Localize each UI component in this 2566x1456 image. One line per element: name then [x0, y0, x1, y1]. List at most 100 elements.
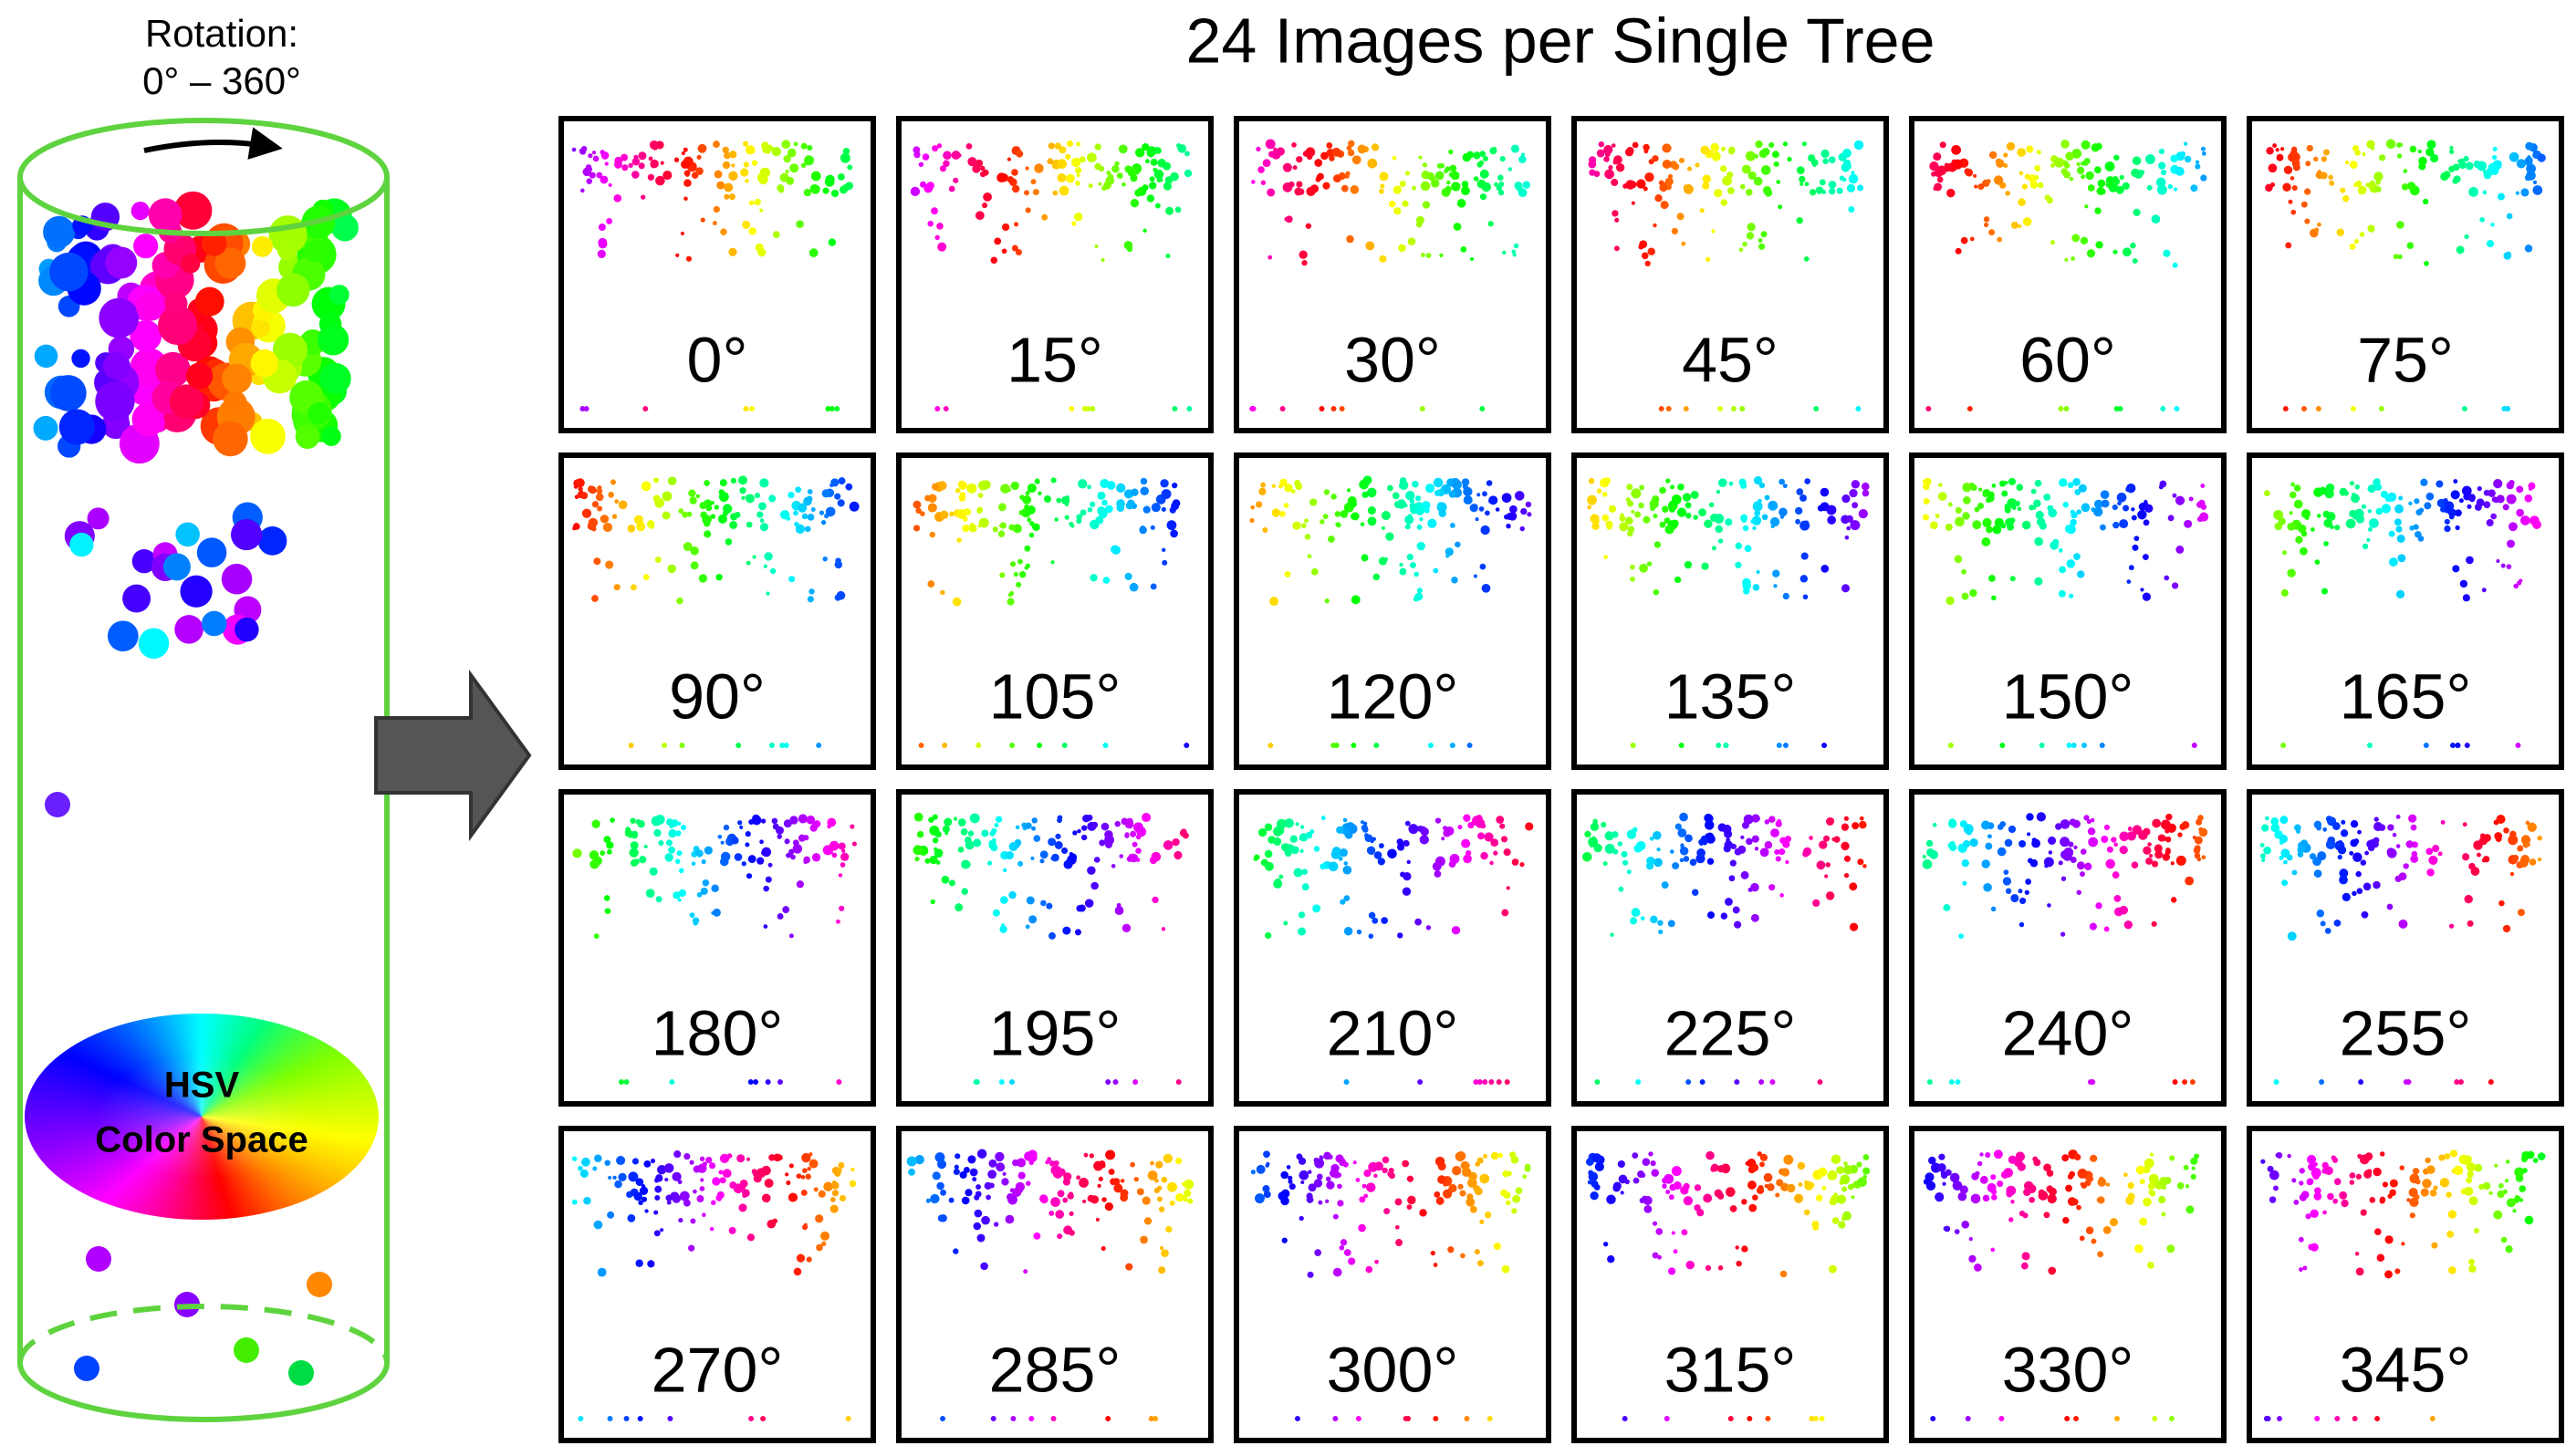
point — [581, 1157, 590, 1167]
point — [1587, 504, 1592, 510]
point — [1479, 1173, 1490, 1184]
point — [1380, 183, 1385, 189]
point — [977, 493, 984, 498]
point — [2147, 1182, 2155, 1191]
point — [788, 848, 795, 855]
point — [1596, 488, 1602, 494]
point — [1642, 1158, 1651, 1167]
point — [1935, 514, 1940, 518]
point — [196, 537, 227, 567]
point — [2369, 1196, 2376, 1203]
point — [2446, 1191, 2452, 1198]
point — [1097, 506, 1106, 515]
point — [949, 511, 954, 517]
point — [2496, 559, 2500, 564]
point — [2069, 176, 2074, 182]
point — [1079, 156, 1086, 163]
point — [1955, 1079, 1961, 1086]
point — [1991, 595, 1997, 601]
point — [1862, 1154, 1870, 1160]
point — [1720, 146, 1726, 151]
point — [653, 1230, 661, 1237]
point — [588, 167, 593, 172]
point — [1419, 516, 1424, 522]
point — [1041, 213, 1048, 221]
point — [2112, 249, 2118, 255]
point — [1500, 836, 1508, 843]
point — [811, 822, 819, 830]
point — [2527, 822, 2537, 832]
point — [2320, 920, 2326, 927]
point — [2146, 184, 2153, 191]
panel-grid: 0° 15° 30° 45° 60° 75°90° 105° 120° 135° 150° 165°… — [558, 116, 2564, 1443]
point — [996, 172, 1007, 182]
point — [1494, 182, 1499, 187]
point — [1497, 174, 1504, 182]
point — [1136, 1188, 1144, 1196]
point — [2354, 150, 2361, 156]
point — [1937, 492, 1947, 501]
point — [1626, 829, 1637, 839]
point — [1447, 1246, 1455, 1253]
point — [2175, 151, 2185, 161]
point — [2275, 148, 2279, 152]
angle-label: 0° — [687, 324, 748, 395]
point — [2048, 850, 2053, 855]
point — [1612, 143, 1616, 148]
point — [1399, 181, 1406, 188]
point — [2466, 1177, 2472, 1184]
point — [1800, 552, 1809, 560]
point — [2349, 161, 2358, 169]
point — [1397, 932, 1403, 939]
point — [840, 852, 850, 861]
point — [944, 817, 953, 827]
point — [1069, 1211, 1074, 1216]
point — [608, 182, 612, 188]
point — [2113, 895, 2122, 902]
point — [1262, 159, 1271, 168]
point — [1427, 743, 1434, 749]
point — [1725, 518, 1733, 526]
point — [2528, 486, 2533, 491]
point — [1682, 493, 1692, 502]
point — [2490, 223, 2495, 227]
point — [2537, 153, 2546, 162]
point — [673, 1150, 682, 1159]
point — [1622, 859, 1629, 866]
point — [1768, 816, 1776, 823]
point — [1825, 862, 1831, 868]
point — [1081, 834, 1088, 841]
point — [643, 1160, 652, 1168]
point — [981, 1215, 990, 1225]
point — [2269, 1196, 2277, 1203]
point — [705, 504, 713, 512]
point — [1448, 149, 1454, 155]
point — [1106, 171, 1111, 176]
point — [2078, 167, 2084, 173]
point — [1372, 573, 1381, 581]
angle-label: 270° — [652, 1334, 784, 1405]
point — [1969, 837, 1978, 848]
point — [691, 851, 698, 858]
point — [2072, 477, 2081, 486]
point — [1069, 406, 1075, 412]
point — [693, 1165, 701, 1173]
point — [690, 1218, 696, 1224]
point — [629, 848, 639, 858]
point — [2142, 554, 2149, 560]
point — [664, 853, 673, 862]
point — [1736, 1260, 1742, 1267]
point — [1057, 815, 1063, 821]
point — [1957, 1191, 1967, 1201]
point — [1257, 166, 1265, 173]
point — [730, 477, 737, 484]
point — [2287, 1153, 2291, 1159]
point — [2066, 559, 2076, 568]
point — [1754, 847, 1759, 851]
point — [987, 860, 993, 866]
point — [2060, 837, 2071, 848]
point — [2287, 568, 2296, 577]
point — [606, 841, 614, 849]
point — [1402, 200, 1409, 207]
